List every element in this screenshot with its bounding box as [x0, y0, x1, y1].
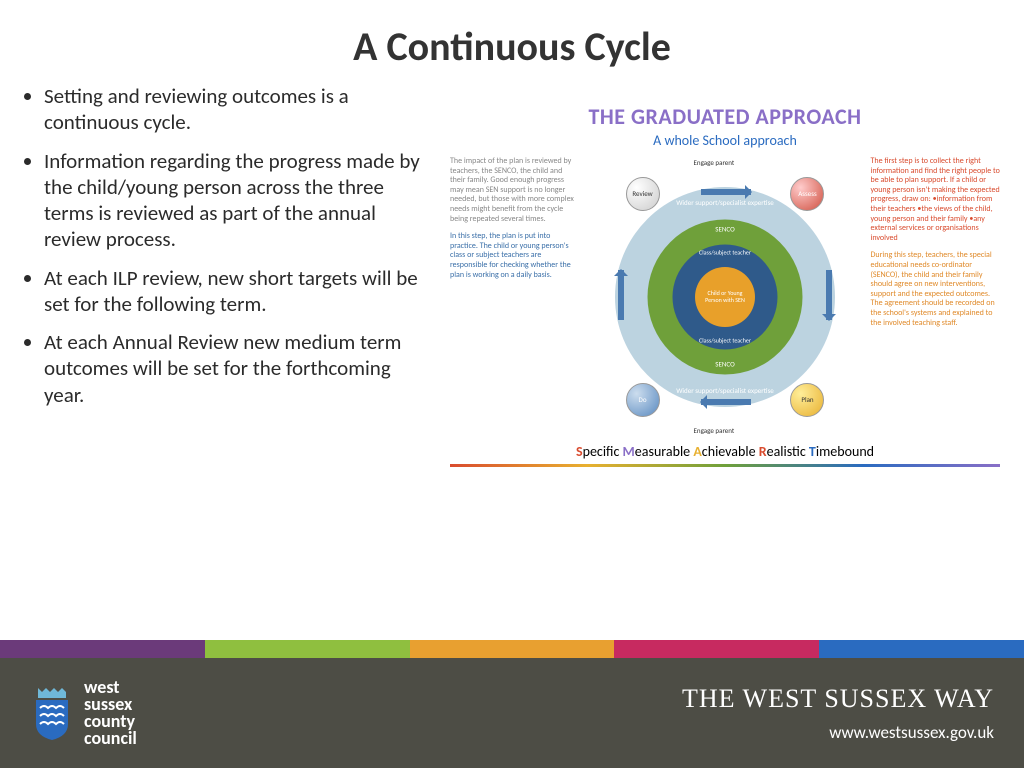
graduated-approach-diagram: The impact of the plan is reviewed by te…: [450, 157, 1000, 437]
ring-inner-label: Class/subject teacher: [699, 250, 751, 257]
node-assess: Assess: [790, 177, 824, 211]
smart-s-word: pecific: [583, 443, 623, 460]
footer-title: THE WEST SUSSEX WAY: [682, 684, 994, 714]
smart-a-word: chievable: [702, 443, 759, 460]
do-desc: In this step, the plan is put into pract…: [450, 232, 580, 280]
arrow-icon: [701, 399, 751, 405]
ring-mid-label-b: SENCO: [715, 360, 734, 368]
bullet-item: Setting and reviewing outcomes is a cont…: [44, 83, 430, 136]
smart-t: T: [809, 443, 816, 460]
review-desc: The impact of the plan is reviewed by te…: [450, 157, 580, 224]
smart-t-word: imebound: [816, 443, 874, 460]
arrow-icon: [701, 189, 751, 195]
left-column: Setting and reviewing outcomes is a cont…: [20, 83, 440, 467]
arrow-icon: [618, 270, 624, 320]
smart-m-word: easurable: [635, 443, 694, 460]
node-do: Do: [626, 383, 660, 417]
bullet-item: Information regarding the progress made …: [44, 148, 430, 253]
stripe-segment: [614, 640, 819, 658]
footer-stripe: [0, 640, 1024, 658]
ring-mid-label: SENCO: [715, 226, 734, 234]
stripe-segment: [410, 640, 615, 658]
stripe-segment: [205, 640, 410, 658]
smart-r-word: ealistic: [767, 443, 809, 460]
diagram-subtitle: A whole School approach: [450, 132, 1000, 149]
ring-outer-label: Wider support/specialist expertise: [676, 199, 774, 207]
assess-desc: The first step is to collect the right i…: [870, 157, 1000, 243]
diagram-title: THE GRADUATED APPROACH: [450, 103, 1000, 130]
ring-outer-label-b: Wider support/specialist expertise: [676, 387, 774, 395]
diagram-right-text: The first step is to collect the right i…: [870, 157, 1000, 437]
bullet-item: At each Annual Review new medium term ou…: [44, 329, 430, 408]
node-plan: Plan: [790, 383, 824, 417]
logo-block: west sussex county council: [30, 679, 137, 747]
council-logo-icon: [30, 686, 74, 740]
plan-desc: During this step, teachers, the special …: [870, 251, 1000, 328]
smart-acronym: Specific Measurable Achievable Realistic…: [450, 443, 1000, 467]
right-column: THE GRADUATED APPROACH A whole School ap…: [440, 83, 1000, 467]
edge-label-bottom: Engage parent: [694, 427, 735, 435]
cycle-diagram: Wider support/specialist expertise Wider…: [586, 157, 865, 437]
diagram-left-text: The impact of the plan is reviewed by te…: [450, 157, 580, 437]
arrow-icon: [826, 270, 832, 320]
ring-inner-label-b: Class/subject teacher: [699, 337, 751, 344]
smart-s: S: [576, 443, 583, 460]
bullet-item: At each ILP review, new short targets wi…: [44, 265, 430, 318]
ring-core: Child or Young Person with SEN: [695, 267, 755, 327]
footer-right: THE WEST SUSSEX WAY www.westsussex.gov.u…: [682, 684, 994, 743]
smart-r: R: [759, 443, 767, 460]
stripe-segment: [819, 640, 1024, 658]
smart-a: A: [693, 443, 701, 460]
footer-url: www.westsussex.gov.uk: [682, 722, 994, 743]
logo-text: west sussex county council: [84, 679, 137, 747]
slide-title: A Continuous Cycle: [0, 0, 1024, 83]
edge-label-top: Engage parent: [694, 159, 735, 167]
stripe-segment: [0, 640, 205, 658]
footer-bar: west sussex county council THE WEST SUSS…: [0, 658, 1024, 768]
bullet-list: Setting and reviewing outcomes is a cont…: [20, 83, 430, 408]
content-row: Setting and reviewing outcomes is a cont…: [0, 83, 1024, 467]
node-review: Review: [626, 177, 660, 211]
logo-line: council: [84, 730, 137, 747]
smart-m: M: [623, 443, 635, 460]
